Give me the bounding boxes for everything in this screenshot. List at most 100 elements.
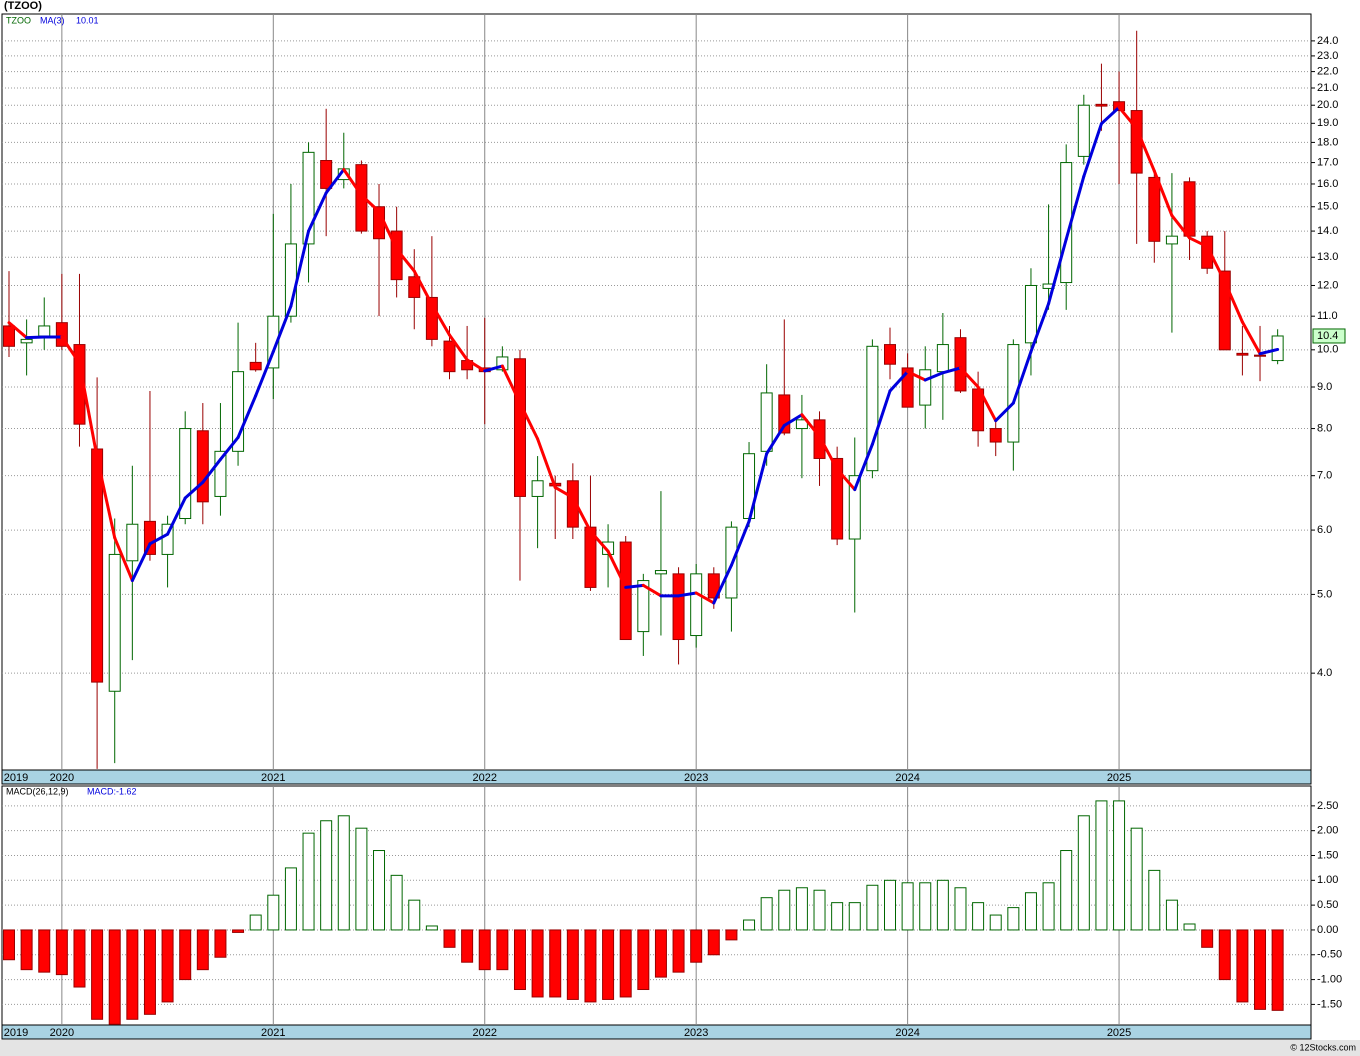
y-tick-label: 6.0 xyxy=(1317,524,1332,536)
macd-bar xyxy=(778,889,791,931)
candle-body xyxy=(1236,352,1249,356)
macd-bar xyxy=(408,899,421,931)
ma-line xyxy=(853,442,874,492)
macd-bar xyxy=(461,929,474,963)
macd-value-label: MACD:-1.62 xyxy=(87,786,137,796)
candle-body xyxy=(496,356,509,371)
candle-body xyxy=(91,448,104,683)
ma-line xyxy=(624,583,645,589)
macd-bar xyxy=(954,887,967,931)
macd-bar xyxy=(478,929,491,971)
macd-bar xyxy=(1095,800,1108,931)
x-tick-label: 2021 xyxy=(261,772,285,784)
ma-line xyxy=(483,364,504,373)
candle-body xyxy=(443,340,456,373)
y-tick-label: 14.0 xyxy=(1317,225,1338,237)
candle-body xyxy=(989,428,1002,443)
y-tick-label: 15.0 xyxy=(1317,201,1338,213)
macd-bar xyxy=(831,902,844,931)
y-tick-label: 5.0 xyxy=(1317,588,1332,600)
ma-line xyxy=(395,247,416,273)
ma-line xyxy=(359,193,381,213)
macd-bar xyxy=(91,929,104,1020)
y-tick-label: -0.50 xyxy=(1317,949,1342,961)
macd-bar xyxy=(1130,827,1143,931)
candle-body xyxy=(848,475,861,540)
candle-body xyxy=(249,361,262,371)
candle-body xyxy=(566,480,579,528)
ma-line xyxy=(747,452,769,523)
candle-body xyxy=(513,358,526,497)
macd-bar xyxy=(602,929,615,1000)
macd-bar xyxy=(813,889,826,931)
legend-symbol: TZOO xyxy=(6,15,31,25)
y-tick-label: 17.0 xyxy=(1317,156,1338,168)
x-tick-label: 2021 xyxy=(261,1027,285,1039)
candle-body xyxy=(408,276,421,298)
candle-body xyxy=(425,296,438,340)
candle-body xyxy=(1201,235,1214,269)
macd-bar xyxy=(126,929,139,1020)
macd-bar xyxy=(143,929,156,1015)
ma-line xyxy=(324,167,346,195)
candle-body xyxy=(1165,235,1178,245)
ma-line xyxy=(923,371,945,382)
macd-bar xyxy=(1024,892,1037,931)
macd-bar xyxy=(584,929,597,1003)
macd-bar xyxy=(637,929,650,991)
y-tick-label: 18.0 xyxy=(1317,136,1338,148)
y-tick-label: -1.50 xyxy=(1317,998,1342,1010)
macd-bar xyxy=(1165,899,1178,931)
x-tick-label: 2020 xyxy=(50,1027,74,1039)
ma-line xyxy=(95,456,117,540)
y-tick-label: 21.0 xyxy=(1317,82,1338,94)
ma-line xyxy=(430,303,451,337)
macd-bar xyxy=(55,929,68,976)
candle-body xyxy=(760,392,773,452)
macd-bar xyxy=(355,827,368,931)
candle-body xyxy=(654,570,667,575)
candle-body xyxy=(919,369,932,406)
macd-bar xyxy=(38,929,51,973)
legend-ma: MA(3) xyxy=(40,15,65,25)
y-tick-label: 11.0 xyxy=(1317,310,1338,322)
ma-line xyxy=(536,437,557,489)
macd-bar xyxy=(1060,850,1073,931)
ma-line xyxy=(782,413,804,427)
candle-body xyxy=(531,480,544,497)
macd-bar xyxy=(496,929,509,971)
ma-line xyxy=(800,413,822,439)
ma-line xyxy=(906,370,927,382)
candle-body xyxy=(161,523,174,555)
ma-line xyxy=(166,496,187,536)
y-tick-label: 12.0 xyxy=(1317,279,1338,291)
candle-body xyxy=(778,394,791,434)
ma-line xyxy=(835,467,857,492)
macd-bar xyxy=(1236,929,1249,1003)
ma-line xyxy=(7,321,29,340)
candle-body xyxy=(55,322,68,347)
x-tick-label: 2022 xyxy=(472,772,496,784)
candle-body xyxy=(3,325,15,347)
ma-line xyxy=(412,269,434,307)
credit: © 12Stocks.com xyxy=(1290,1042,1356,1052)
macd-bar xyxy=(654,929,667,978)
candle-body xyxy=(795,419,808,430)
x-tick-label: 2020 xyxy=(50,772,74,784)
ma-line xyxy=(307,191,328,233)
y-tick-label: 20.0 xyxy=(1317,99,1338,111)
macd-bar xyxy=(3,929,15,961)
macd-bar xyxy=(1201,929,1214,948)
x-tick-label: 2019 xyxy=(4,1027,28,1039)
macd-bar xyxy=(972,902,985,931)
candle-body xyxy=(355,164,368,232)
x-tick-label: 2023 xyxy=(684,772,708,784)
macd-bar xyxy=(1042,882,1055,931)
macd-bar xyxy=(1148,869,1161,931)
candle-body xyxy=(1148,176,1161,242)
candle-body xyxy=(954,337,967,392)
y-tick-label: 13.0 xyxy=(1317,251,1338,263)
candle-body xyxy=(108,553,121,692)
macd-bar xyxy=(73,929,86,988)
macd-bar xyxy=(373,850,386,931)
